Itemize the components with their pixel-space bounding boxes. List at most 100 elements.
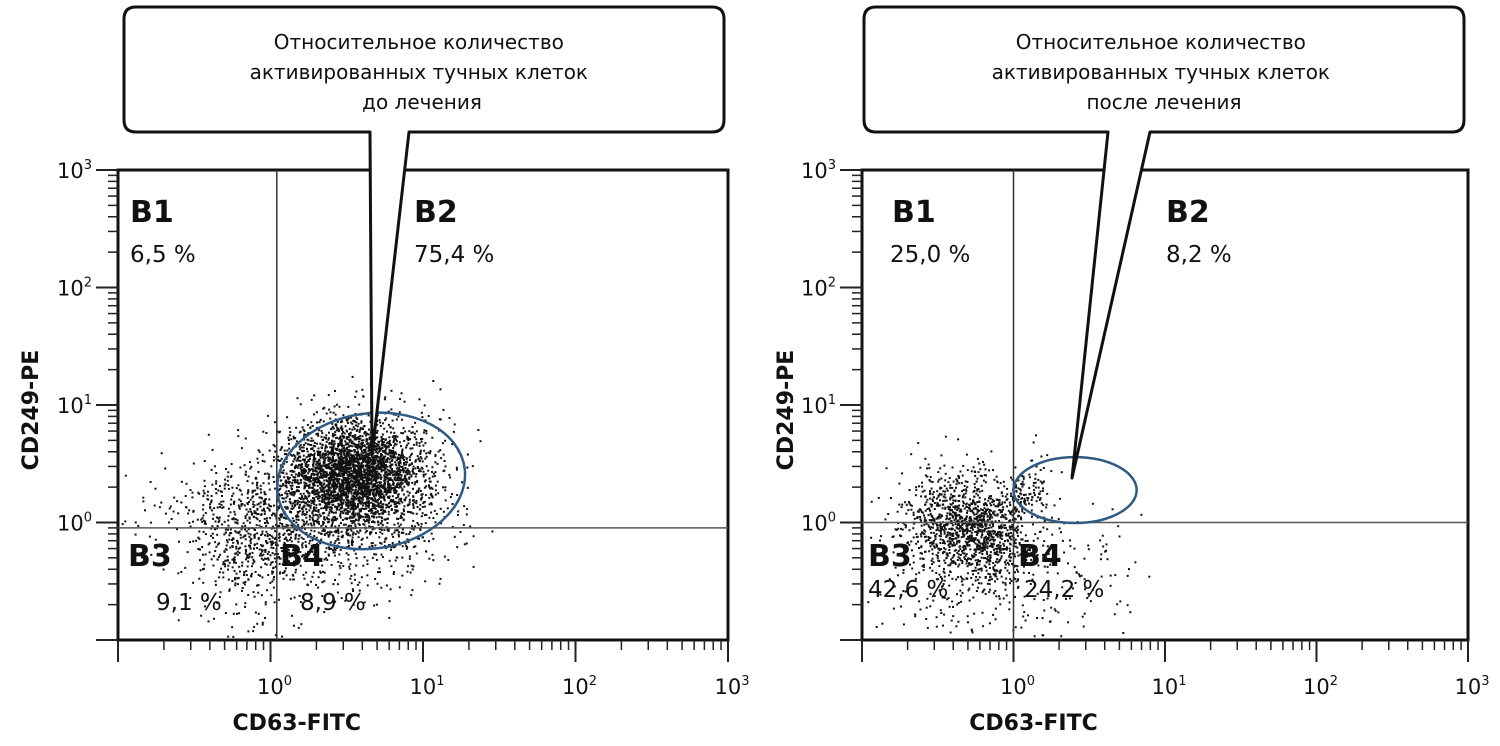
data-point xyxy=(974,486,976,489)
data-point xyxy=(340,504,343,507)
data-point xyxy=(291,517,294,520)
data-point xyxy=(321,501,324,503)
data-point xyxy=(381,506,384,509)
data-point xyxy=(338,504,341,507)
data-point xyxy=(308,477,311,480)
data-point xyxy=(316,473,318,476)
data-point xyxy=(338,573,341,576)
data-point xyxy=(294,534,297,537)
data-point xyxy=(279,430,282,433)
data-point xyxy=(303,481,306,484)
data-point xyxy=(980,536,983,539)
data-point xyxy=(408,533,411,535)
data-point xyxy=(331,518,334,521)
data-point xyxy=(307,523,310,526)
data-point xyxy=(359,476,362,479)
data-point xyxy=(278,518,281,521)
data-point xyxy=(405,463,408,466)
data-point xyxy=(312,497,314,499)
data-point xyxy=(380,500,382,503)
data-point xyxy=(274,541,277,544)
data-point xyxy=(363,432,366,435)
data-point xyxy=(202,504,205,507)
data-point xyxy=(268,505,271,507)
data-point xyxy=(372,507,375,509)
data-point xyxy=(392,435,395,437)
data-point xyxy=(235,545,238,548)
data-point xyxy=(360,543,363,546)
data-point xyxy=(187,512,190,515)
data-point xyxy=(392,571,395,573)
data-point xyxy=(377,443,380,446)
data-point xyxy=(252,506,255,508)
data-point xyxy=(308,486,311,489)
data-point xyxy=(411,447,414,450)
data-point xyxy=(215,492,218,495)
data-point xyxy=(306,477,309,480)
data-point xyxy=(320,466,323,469)
data-point xyxy=(398,457,401,460)
data-point xyxy=(376,465,379,467)
data-point xyxy=(329,452,332,455)
data-point xyxy=(368,464,371,467)
data-point xyxy=(149,481,152,483)
data-point xyxy=(332,549,334,552)
data-point xyxy=(278,598,280,601)
data-point xyxy=(154,538,157,541)
data-point xyxy=(322,495,325,498)
data-point xyxy=(331,485,334,488)
data-point xyxy=(402,518,405,521)
data-point xyxy=(255,493,258,496)
data-point xyxy=(419,527,421,530)
data-point xyxy=(266,553,269,555)
data-point xyxy=(234,582,237,585)
data-point xyxy=(168,521,170,524)
data-point xyxy=(370,483,373,486)
data-point xyxy=(357,463,360,466)
data-point xyxy=(364,461,367,463)
data-point xyxy=(366,574,369,577)
data-point xyxy=(382,422,385,425)
data-point xyxy=(292,460,295,463)
data-point xyxy=(988,469,991,472)
data-point xyxy=(348,510,351,513)
data-point xyxy=(400,516,403,519)
data-point xyxy=(316,442,319,445)
data-point xyxy=(248,535,251,538)
data-point xyxy=(366,536,369,539)
data-point xyxy=(382,460,385,463)
data-point xyxy=(345,491,347,494)
data-point xyxy=(375,486,378,489)
data-point xyxy=(353,428,356,431)
data-point xyxy=(412,487,414,490)
data-point xyxy=(251,496,254,499)
data-point xyxy=(352,506,355,509)
data-point xyxy=(229,503,232,506)
data-point xyxy=(235,487,238,490)
data-point xyxy=(320,507,323,510)
data-point xyxy=(444,499,447,502)
data-point xyxy=(371,476,374,479)
data-point xyxy=(344,465,347,468)
data-point xyxy=(394,442,397,445)
data-point xyxy=(208,542,211,545)
data-point xyxy=(319,570,322,573)
data-point xyxy=(340,425,343,428)
data-point xyxy=(221,495,223,497)
data-point xyxy=(301,470,304,473)
data-point xyxy=(385,447,388,450)
data-point xyxy=(272,566,275,569)
data-point xyxy=(297,473,300,476)
data-point xyxy=(328,477,331,480)
data-point xyxy=(929,497,932,500)
data-point xyxy=(451,493,453,496)
data-point xyxy=(291,493,294,496)
data-point xyxy=(366,563,369,566)
data-point xyxy=(992,562,995,564)
data-point xyxy=(1010,538,1013,541)
data-point xyxy=(319,469,322,472)
data-point xyxy=(253,625,256,628)
data-point xyxy=(349,528,352,530)
data-point xyxy=(360,461,363,464)
data-point xyxy=(232,612,235,615)
